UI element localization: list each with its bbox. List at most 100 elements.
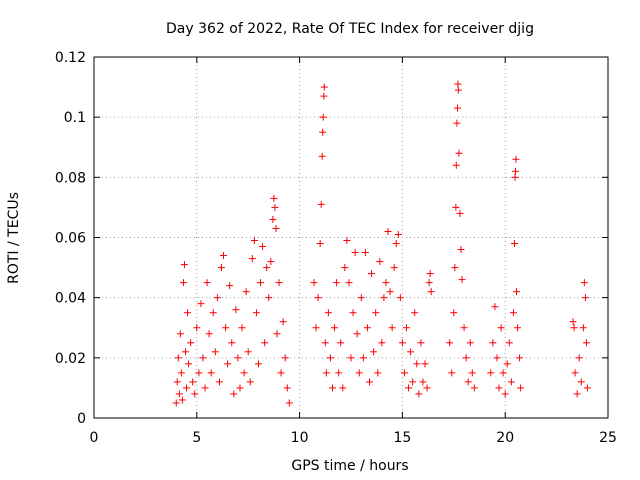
data-point [191, 390, 199, 398]
data-point [180, 261, 188, 269]
data-point [267, 258, 275, 266]
data-point [503, 360, 511, 368]
x-tick-label: 20 [496, 430, 514, 446]
data-point [577, 378, 585, 386]
data-point [265, 294, 273, 302]
data-point [240, 369, 248, 377]
data-point [570, 324, 578, 332]
data-point [217, 264, 225, 272]
x-tick-label: 15 [393, 430, 411, 446]
data-point [466, 339, 474, 347]
data-point [489, 339, 497, 347]
data-point [254, 360, 262, 368]
x-tick-label: 25 [599, 430, 617, 446]
data-point [368, 270, 376, 278]
data-point [331, 324, 339, 332]
data-point [173, 378, 181, 386]
y-tick-label: 0.04 [55, 291, 86, 307]
data-point [270, 194, 278, 202]
data-point [351, 249, 359, 257]
x-axis-label: GPS time / hours [291, 458, 408, 474]
data-point [398, 339, 406, 347]
data-point [359, 354, 367, 362]
data-point [409, 378, 417, 386]
data-point [226, 282, 234, 290]
data-point [184, 309, 192, 317]
data-point [337, 339, 345, 347]
data-point [487, 369, 495, 377]
data-point [464, 378, 472, 386]
data-point [189, 378, 197, 386]
data-point [263, 264, 271, 272]
data-point [316, 240, 324, 248]
data-point [319, 128, 327, 136]
data-point [462, 354, 470, 362]
data-point [452, 203, 460, 211]
data-point [403, 324, 411, 332]
axis-ticks: 0 5 10 15 20 25 0 0.02 0.04 0.06 0.08 0.1 0.12 [55, 50, 617, 446]
data-point [349, 309, 357, 317]
data-point [185, 360, 193, 368]
data-point [232, 306, 240, 314]
data-point [238, 324, 246, 332]
data-point [382, 279, 390, 287]
data-point [423, 384, 431, 392]
data-point [580, 279, 588, 287]
data-point [505, 339, 513, 347]
data-point [501, 390, 509, 398]
data-point [569, 318, 577, 326]
data-point [499, 369, 507, 377]
x-tick-label: 5 [192, 430, 201, 446]
data-point [174, 354, 182, 362]
data-point [510, 240, 518, 248]
y-tick-label: 0 [77, 411, 86, 427]
data-point [339, 384, 347, 392]
data-point [178, 396, 186, 404]
data-points [172, 80, 591, 407]
data-point [335, 369, 343, 377]
data-point [205, 330, 213, 338]
data-point [222, 324, 230, 332]
y-tick-label: 0.06 [55, 231, 86, 247]
data-point [183, 384, 191, 392]
data-point [370, 348, 378, 356]
data-point [199, 354, 207, 362]
data-point [213, 294, 221, 302]
data-point [579, 324, 587, 332]
data-point [187, 339, 195, 347]
data-point [177, 369, 185, 377]
data-point [376, 258, 384, 266]
data-point [343, 237, 351, 245]
data-point [261, 339, 269, 347]
data-point [491, 303, 499, 311]
data-point [220, 252, 228, 260]
data-point [234, 354, 242, 362]
data-point [514, 324, 522, 332]
y-tick-label: 0.02 [55, 351, 86, 367]
data-point [283, 384, 291, 392]
data-point [507, 378, 515, 386]
data-point [272, 224, 280, 232]
data-point [372, 309, 380, 317]
data-point [172, 399, 180, 407]
data-point [509, 309, 517, 317]
data-point [405, 384, 413, 392]
data-point [228, 339, 236, 347]
data-point [493, 354, 501, 362]
data-point [281, 354, 289, 362]
data-point [411, 309, 419, 317]
data-point [320, 83, 328, 91]
data-point [314, 294, 322, 302]
data-point [322, 369, 330, 377]
data-point [575, 354, 583, 362]
data-point [426, 270, 434, 278]
data-point [517, 384, 525, 392]
data-point [277, 369, 285, 377]
x-tick-label: 10 [291, 430, 309, 446]
data-point [224, 360, 232, 368]
data-point [285, 399, 293, 407]
data-point [419, 378, 427, 386]
data-point [454, 104, 462, 112]
data-point [384, 227, 392, 235]
